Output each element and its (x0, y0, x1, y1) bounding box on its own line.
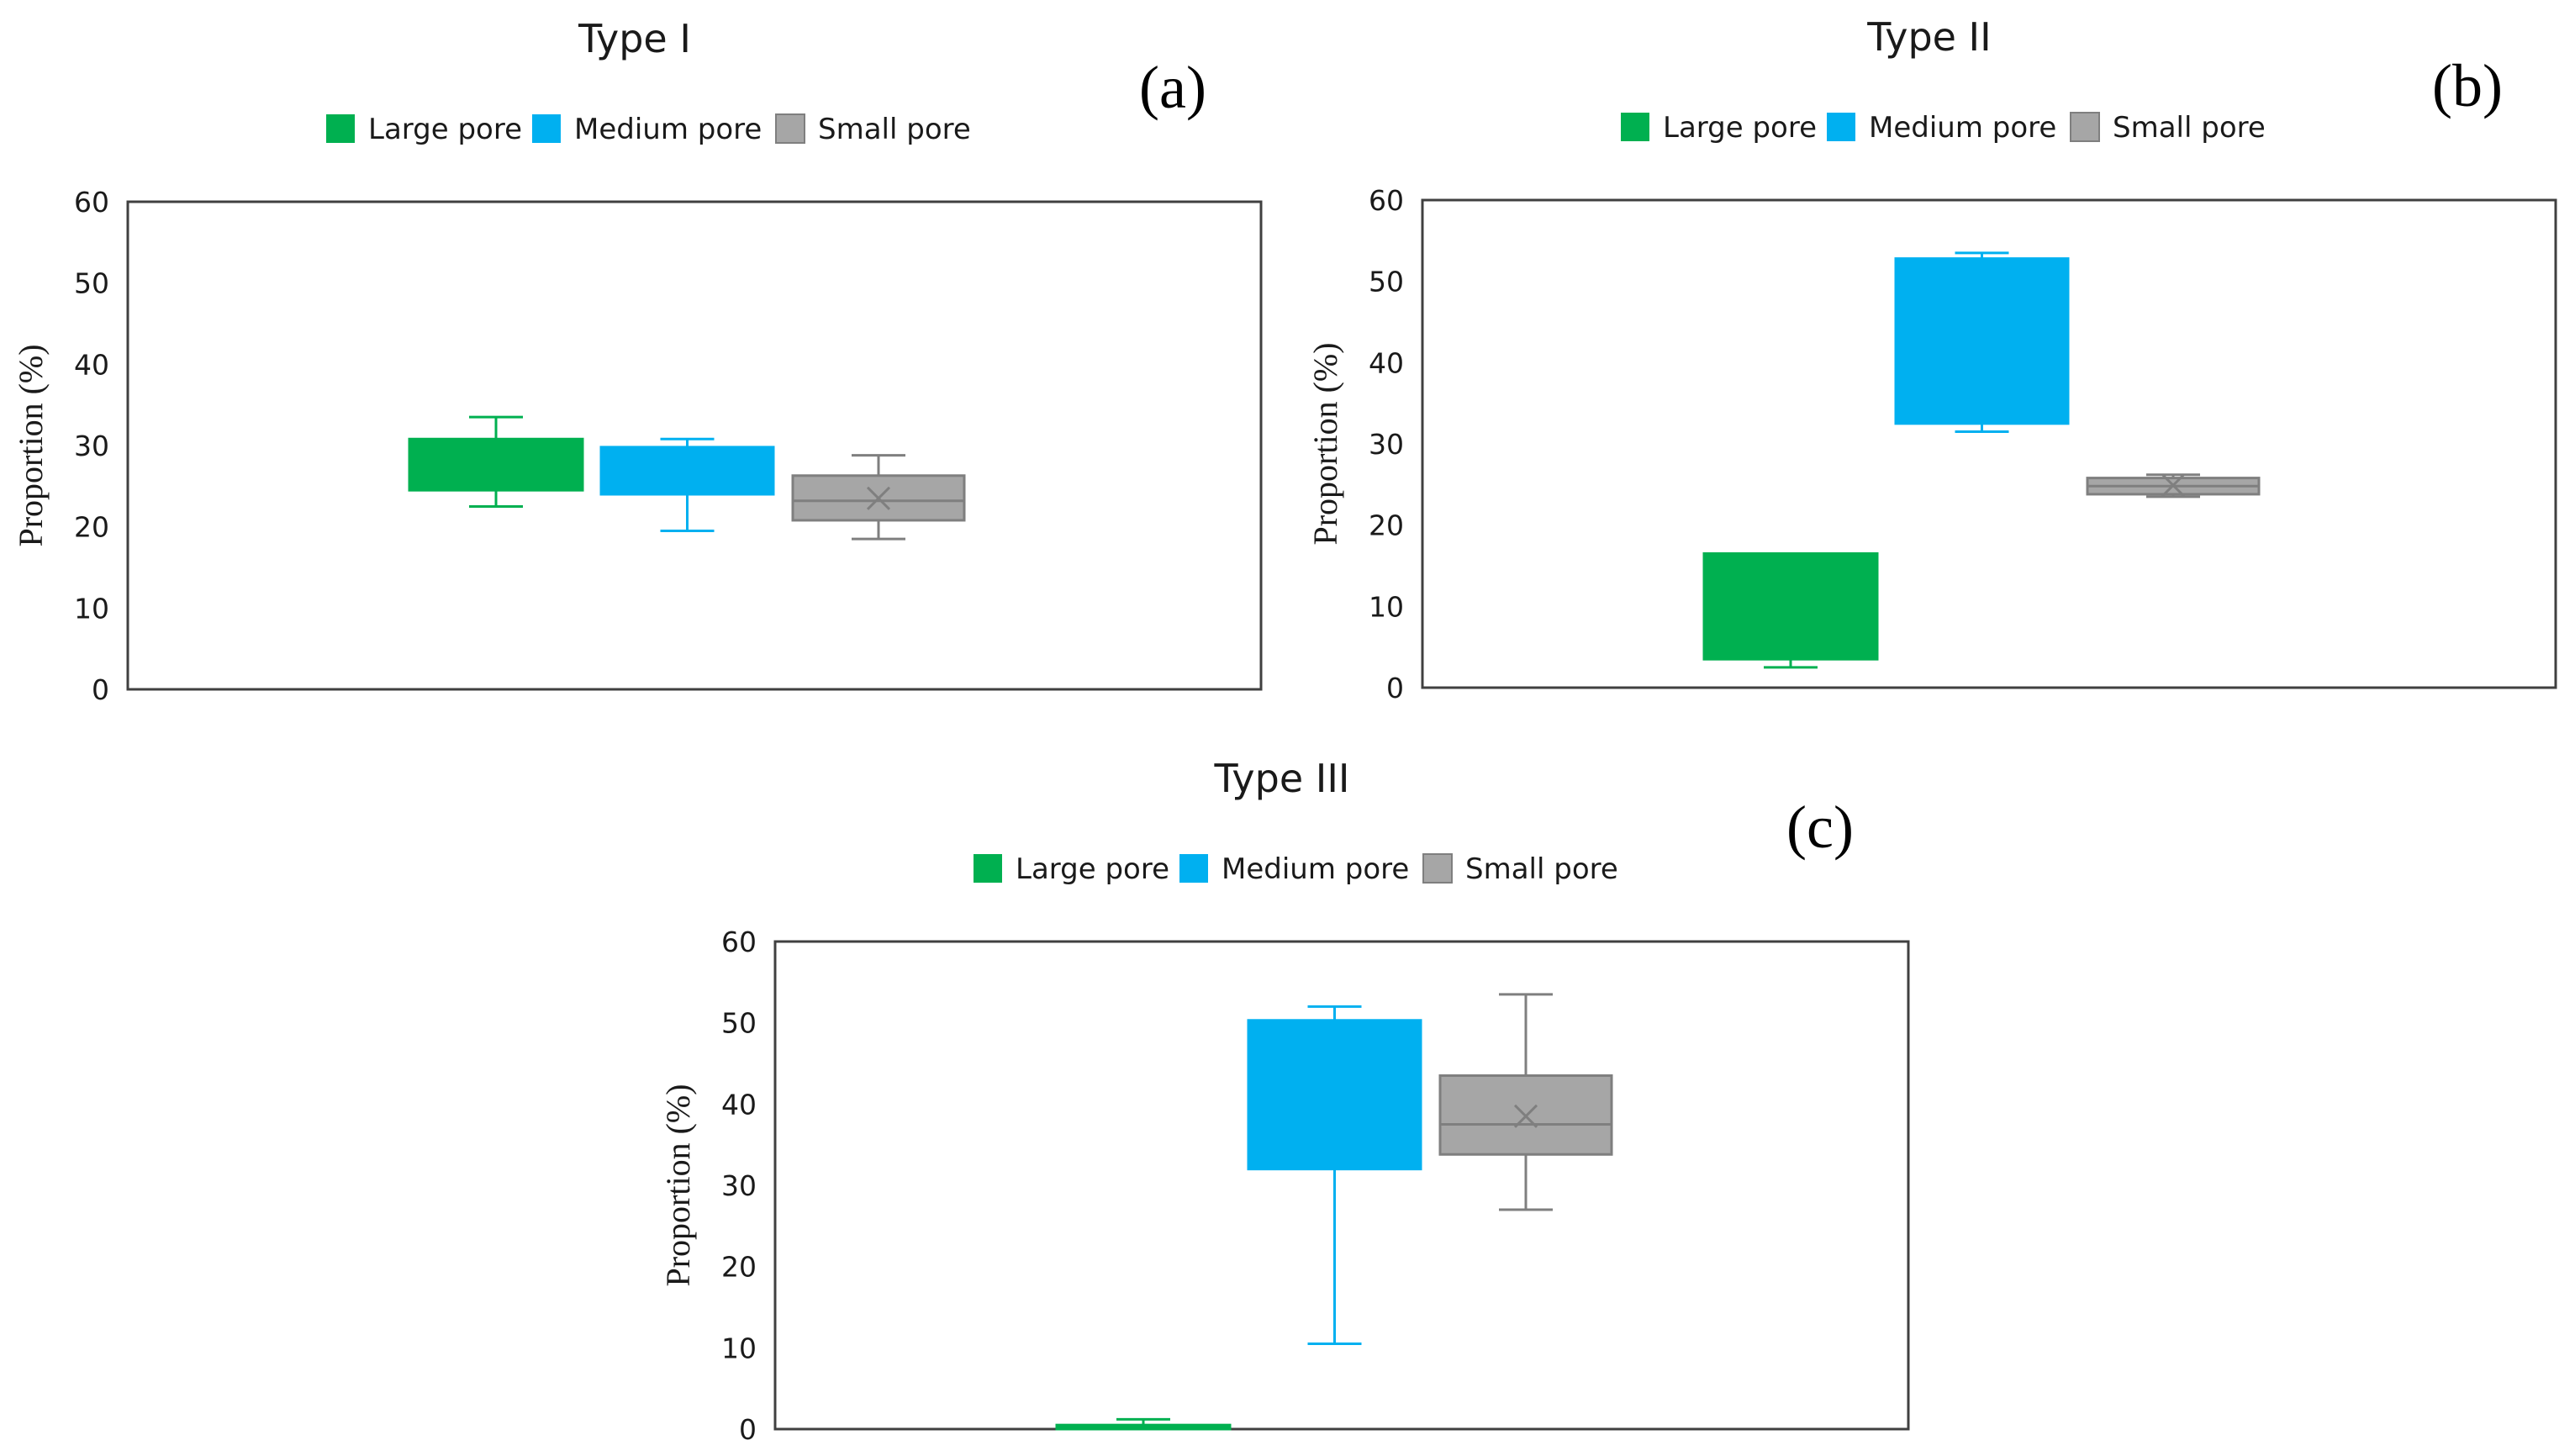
y-tick-label: 30 (721, 1169, 757, 1202)
legend-label-large: Large pore (1016, 852, 1169, 886)
panel-tag: (a) (1139, 54, 1206, 121)
plot-area (126, 200, 1263, 691)
box-large (408, 415, 584, 508)
y-tick-label: 0 (92, 673, 109, 706)
legend-label-medium: Medium pore (1869, 111, 2056, 145)
legend-label-medium: Medium pore (1222, 852, 1409, 886)
y-axis-label: Proportion (%) (659, 1084, 697, 1286)
mean-marker (1513, 1104, 1538, 1128)
legend-label-large: Large pore (368, 113, 522, 146)
legend-label-medium: Medium pore (574, 113, 762, 146)
y-axis-label: Proportion (%) (1306, 342, 1344, 545)
y-tick-label: 60 (721, 926, 757, 958)
box-large (1055, 1417, 1232, 1431)
plot-area (1421, 198, 2557, 689)
y-tick-label: 60 (74, 186, 109, 219)
legend-label-small: Small pore (2113, 111, 2266, 145)
box-large (1702, 552, 1879, 669)
box-iqr (599, 446, 775, 496)
box-iqr (1894, 257, 2070, 425)
box-iqr (408, 437, 584, 492)
y-axis-label: Proportion (%) (12, 344, 50, 546)
box-iqr (1702, 552, 1879, 661)
chart-panel: Type II (b) Large pore Medium pore Small por… (1306, 14, 2557, 704)
legend-swatch-large (1621, 113, 1649, 141)
y-tick-label: 30 (1369, 428, 1404, 461)
box-medium (1247, 1005, 1422, 1345)
panel-tag: (b) (2432, 52, 2503, 119)
legend-label-small: Small pore (818, 113, 971, 146)
panel-tag: (c) (1786, 794, 1854, 861)
box-iqr (1247, 1019, 1422, 1171)
y-tick-label: 20 (74, 511, 109, 544)
y-tick-label: 10 (1369, 590, 1404, 623)
y-tick-label: 0 (739, 1413, 757, 1446)
y-tick-label: 20 (1369, 509, 1404, 542)
y-tick-label: 50 (74, 267, 109, 300)
box-medium (599, 437, 775, 532)
y-tick-label: 20 (721, 1251, 757, 1284)
y-tick-label: 40 (74, 348, 109, 381)
box-iqr (1438, 1074, 1613, 1156)
box-small (791, 454, 966, 541)
legend-swatch-small (1422, 853, 1453, 884)
legend-label-large: Large pore (1663, 111, 1817, 145)
y-tick-label: 50 (721, 1007, 757, 1040)
chart-title: Type II (1866, 14, 1991, 60)
box-small (1438, 993, 1613, 1211)
y-tick-label: 40 (721, 1088, 757, 1121)
legend-swatch-small (775, 113, 805, 144)
y-tick-label: 10 (74, 592, 109, 625)
chart-panel: Type I (a) Large pore Medium pore Small pore… (12, 16, 1263, 706)
legend-swatch-small (2070, 112, 2100, 142)
legend-swatch-medium (532, 114, 561, 143)
y-tick-label: 40 (1369, 346, 1404, 379)
y-tick-label: 10 (721, 1332, 757, 1364)
chart-title: Type I (578, 16, 691, 61)
legend-swatch-medium (1179, 854, 1208, 883)
box-small (2086, 473, 2261, 499)
legend-label-small: Small pore (1465, 852, 1618, 886)
y-tick-label: 60 (1369, 184, 1404, 217)
chart-title: Type III (1214, 756, 1350, 801)
y-tick-label: 30 (74, 430, 109, 462)
legend-swatch-medium (1827, 113, 1855, 141)
legend-swatch-large (326, 114, 355, 143)
mean-marker (866, 486, 891, 510)
mean-marker (2161, 473, 2186, 498)
y-tick-label: 50 (1369, 266, 1404, 298)
plot-area (773, 940, 1910, 1431)
legend-swatch-large (974, 854, 1002, 883)
y-tick-label: 0 (1386, 672, 1404, 704)
chart-panel: Type III (c) Large pore Medium pore Small po… (659, 756, 1910, 1446)
box-medium (1894, 251, 2070, 433)
